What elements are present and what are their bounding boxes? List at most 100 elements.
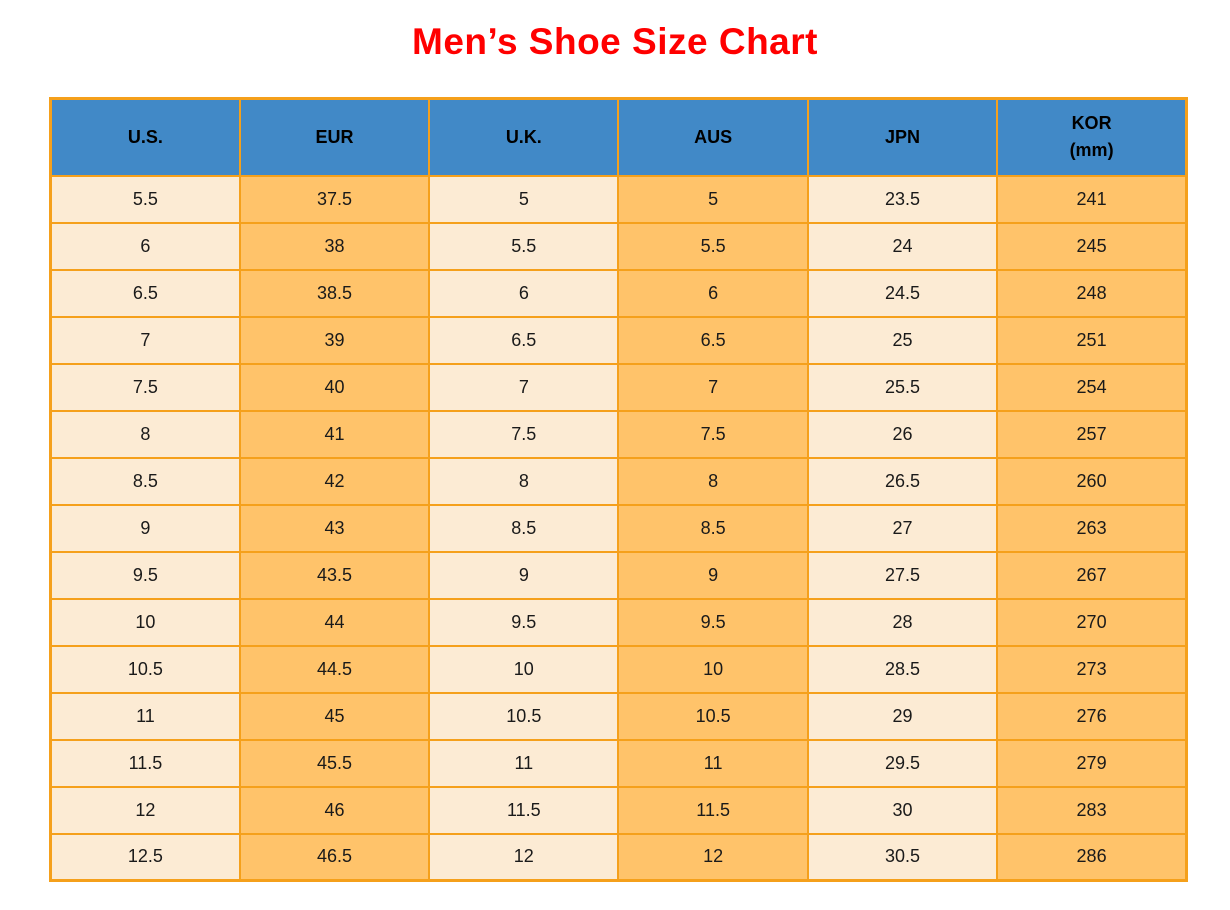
table-row: 6 38 5.5 5.5 24 245	[49, 221, 1188, 271]
table-row: 10 44 9.5 9.5 28 270	[49, 597, 1188, 647]
table-cell: 30	[806, 785, 999, 835]
table-cell: 6.5	[49, 268, 241, 318]
col-header-us: U.S.	[49, 97, 241, 177]
table-cell: 9	[428, 550, 620, 600]
table-cell: 28.5	[806, 644, 999, 694]
table-row: 6.5 38.5 6 6 24.5 248	[49, 268, 1188, 318]
table-cell: 23.5	[806, 174, 999, 224]
col-header-kor-sublabel: (mm)	[1069, 140, 1114, 161]
table-cell: 28	[806, 597, 999, 647]
header-row: U.S. EUR U.K. AUS JPN KOR (mm)	[49, 97, 1188, 177]
table-cell: 5	[617, 174, 809, 224]
table-cell: 8.5	[49, 456, 241, 506]
table-cell: 9	[49, 503, 241, 553]
table-cell: 9.5	[617, 597, 809, 647]
table-cell: 5.5	[428, 221, 620, 271]
table-cell: 11.5	[617, 785, 809, 835]
table-cell: 260	[996, 456, 1188, 506]
table-row: 10.5 44.5 10 10 28.5 273	[49, 644, 1188, 694]
table-cell: 11	[49, 691, 241, 741]
table-cell: 44	[238, 597, 431, 647]
table-cell: 25.5	[806, 362, 999, 412]
table-cell: 270	[996, 597, 1188, 647]
table-cell: 6.5	[428, 315, 620, 365]
table-cell: 10.5	[49, 644, 241, 694]
col-header-kor: KOR (mm)	[996, 97, 1188, 177]
table-cell: 251	[996, 315, 1188, 365]
table-cell: 8.5	[428, 503, 620, 553]
table-cell: 24	[806, 221, 999, 271]
col-header-aus: AUS	[617, 97, 809, 177]
col-header-jpn-label: JPN	[884, 126, 920, 147]
table-row: 8.5 42 8 8 26.5 260	[49, 456, 1188, 506]
table-cell: 8.5	[617, 503, 809, 553]
table-cell: 46.5	[238, 832, 431, 882]
table-cell: 38	[238, 221, 431, 271]
table-cell: 254	[996, 362, 1188, 412]
table-cell: 257	[996, 409, 1188, 459]
table-row: 7 39 6.5 6.5 25 251	[49, 315, 1188, 365]
table-cell: 273	[996, 644, 1188, 694]
table-cell: 279	[996, 738, 1188, 788]
table-cell: 24.5	[806, 268, 999, 318]
table-header: U.S. EUR U.K. AUS JPN KOR (mm)	[49, 97, 1188, 177]
table-cell: 27	[806, 503, 999, 553]
table-cell: 286	[996, 832, 1188, 882]
table-cell: 12	[428, 832, 620, 882]
table-row: 11.5 45.5 11 11 29.5 279	[49, 738, 1188, 788]
table-cell: 5.5	[49, 174, 241, 224]
table-cell: 9.5	[428, 597, 620, 647]
table-cell: 29	[806, 691, 999, 741]
table-cell: 7	[49, 315, 241, 365]
table-cell: 11.5	[428, 785, 620, 835]
table-cell: 44.5	[238, 644, 431, 694]
table-cell: 10.5	[428, 691, 620, 741]
table-cell: 43.5	[238, 550, 431, 600]
table-cell: 6.5	[617, 315, 809, 365]
table-cell: 11	[617, 738, 809, 788]
col-header-eur: EUR	[238, 97, 431, 177]
table-cell: 267	[996, 550, 1188, 600]
table-cell: 26.5	[806, 456, 999, 506]
table-cell: 248	[996, 268, 1188, 318]
table-cell: 263	[996, 503, 1188, 553]
table-cell: 40	[238, 362, 431, 412]
table-cell: 26	[806, 409, 999, 459]
table-cell: 25	[806, 315, 999, 365]
table-cell: 7	[428, 362, 620, 412]
page-title: Men’s Shoe Size Chart	[412, 21, 818, 62]
table-cell: 39	[238, 315, 431, 365]
table-cell: 283	[996, 785, 1188, 835]
table-row: 7.5 40 7 7 25.5 254	[49, 362, 1188, 412]
col-header-uk: U.K.	[428, 97, 620, 177]
table-cell: 37.5	[238, 174, 431, 224]
table-cell: 5	[428, 174, 620, 224]
shoe-size-table: U.S. EUR U.K. AUS JPN KOR (mm) 5.5 37.5 5 5…	[49, 97, 1188, 882]
table-cell: 276	[996, 691, 1188, 741]
table-body: 5.5 37.5 5 5 23.5 241 6 38 5.5 5.5 24 245 6.5 38.5 6 6 2…	[49, 174, 1188, 882]
table-cell: 6	[428, 268, 620, 318]
table-cell: 10	[49, 597, 241, 647]
col-header-eur-label: EUR	[315, 126, 354, 147]
table-cell: 7.5	[428, 409, 620, 459]
table-row: 9.5 43.5 9 9 27.5 267	[49, 550, 1188, 600]
table-cell: 9	[617, 550, 809, 600]
table-cell: 12	[49, 785, 241, 835]
table-cell: 8	[49, 409, 241, 459]
table-cell: 11	[428, 738, 620, 788]
table-cell: 41	[238, 409, 431, 459]
table-row: 9 43 8.5 8.5 27 263	[49, 503, 1188, 553]
table-cell: 43	[238, 503, 431, 553]
table-cell: 7.5	[617, 409, 809, 459]
table-cell: 10	[428, 644, 620, 694]
table-cell: 29.5	[806, 738, 999, 788]
table-cell: 7	[617, 362, 809, 412]
table-cell: 9.5	[49, 550, 241, 600]
table-cell: 6	[617, 268, 809, 318]
table-row: 5.5 37.5 5 5 23.5 241	[49, 174, 1188, 224]
table-cell: 27.5	[806, 550, 999, 600]
table-cell: 45	[238, 691, 431, 741]
table-row: 12.5 46.5 12 12 30.5 286	[49, 832, 1188, 882]
table-cell: 6	[49, 221, 241, 271]
table-cell: 42	[238, 456, 431, 506]
